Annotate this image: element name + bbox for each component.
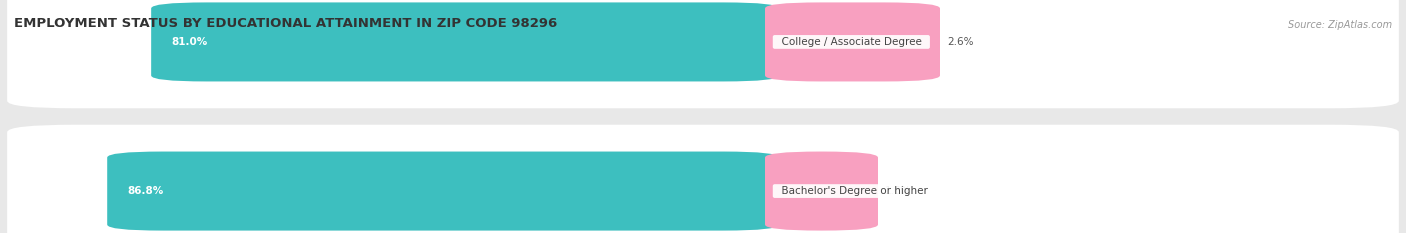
Text: EMPLOYMENT STATUS BY EDUCATIONAL ATTAINMENT IN ZIP CODE 98296: EMPLOYMENT STATUS BY EDUCATIONAL ATTAINM… — [14, 17, 557, 30]
FancyBboxPatch shape — [765, 151, 877, 231]
Text: Bachelor's Degree or higher: Bachelor's Degree or higher — [775, 186, 934, 196]
Text: College / Associate Degree: College / Associate Degree — [775, 37, 928, 47]
Text: 2.6%: 2.6% — [946, 37, 973, 47]
FancyBboxPatch shape — [107, 151, 779, 231]
Text: 86.8%: 86.8% — [128, 186, 165, 196]
FancyBboxPatch shape — [7, 125, 1399, 233]
FancyBboxPatch shape — [152, 2, 779, 82]
FancyBboxPatch shape — [765, 2, 941, 82]
Text: 1.6%: 1.6% — [884, 186, 911, 196]
Text: 81.0%: 81.0% — [172, 37, 208, 47]
FancyBboxPatch shape — [7, 0, 1399, 108]
Text: Source: ZipAtlas.com: Source: ZipAtlas.com — [1288, 20, 1392, 30]
